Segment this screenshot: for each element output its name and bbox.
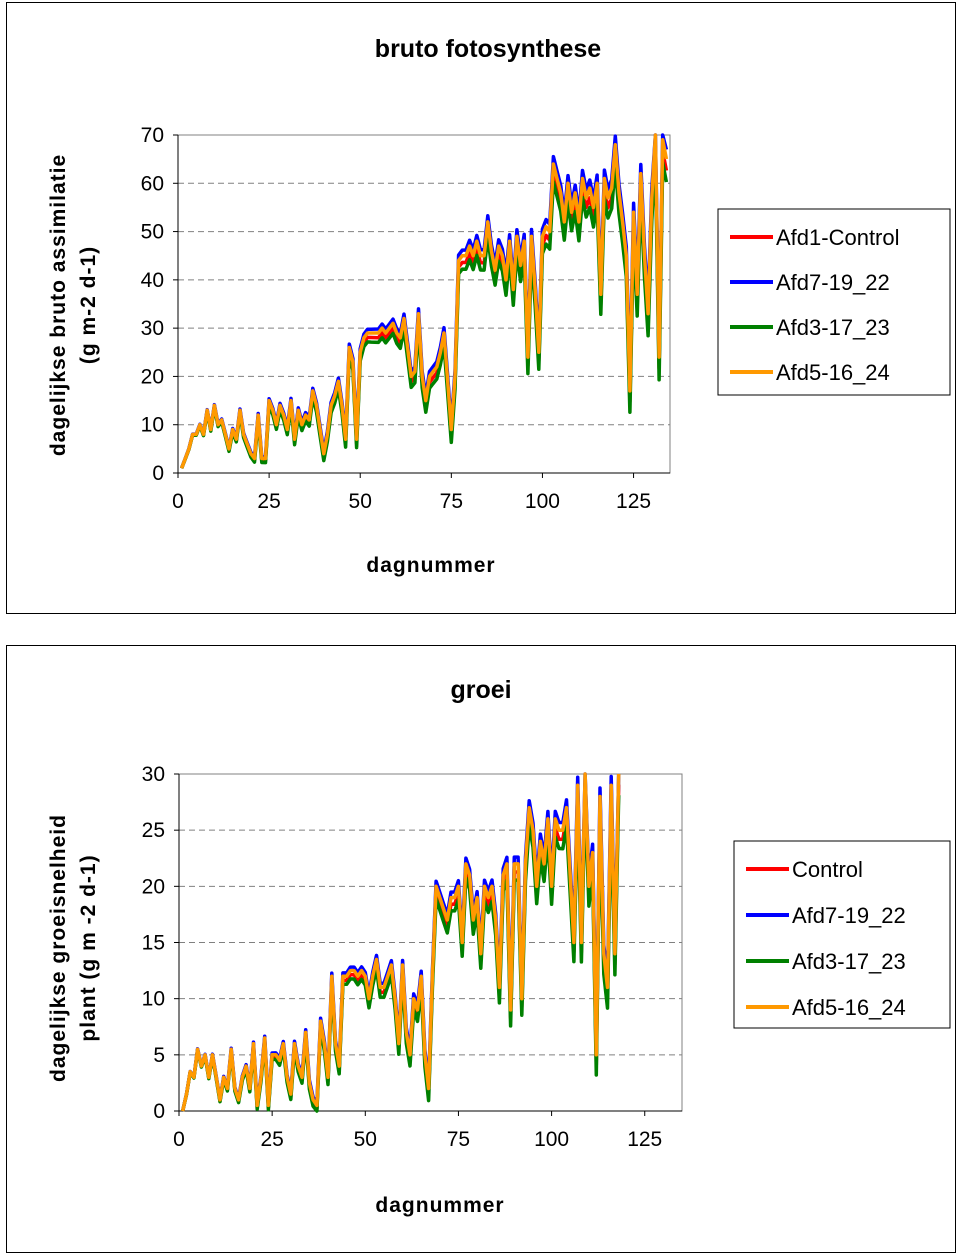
x-tick-label: 50 xyxy=(349,490,372,513)
chart-title: bruto fotosynthese xyxy=(375,35,601,63)
y-axis-label-line2: plant (g m -2 d-1) xyxy=(77,854,100,1041)
series-line-afd5-16_24 xyxy=(180,772,621,1112)
y-tick-label: 20 xyxy=(141,365,164,388)
y-tick-label: 0 xyxy=(153,1100,165,1123)
legend-label: Afd5-16_24 xyxy=(792,995,906,1020)
x-axis-label: dagnummer xyxy=(366,554,495,577)
y-tick-label: 0 xyxy=(152,462,164,485)
x-tick-label: 125 xyxy=(627,1128,662,1151)
x-tick-label: 100 xyxy=(534,1128,569,1151)
x-tick-label: 0 xyxy=(172,490,184,513)
chart-bruto-fotosynthese-svg: bruto fotosynthese dagnummer dagelijkse … xyxy=(47,35,951,577)
legend-label: Control xyxy=(792,857,863,882)
x-tick-label: 75 xyxy=(440,490,463,513)
chart-panel-bruto-fotosynthese: bruto fotosynthese dagnummer dagelijkse … xyxy=(6,2,956,614)
series-line-afd5-16_24 xyxy=(179,133,669,469)
x-tick-label: 0 xyxy=(173,1128,185,1151)
y-tick-label: 50 xyxy=(141,221,164,244)
y-axis-label-line1: dagelijkse groeisnelheid xyxy=(47,814,70,1082)
y-tick-label: 60 xyxy=(141,172,164,195)
legend-box xyxy=(733,840,951,1029)
chart-title: groei xyxy=(450,676,511,704)
legend-label: Afd7-19_22 xyxy=(792,903,906,928)
legend-label: Afd3-17_23 xyxy=(776,315,890,340)
y-tick-label: 70 xyxy=(141,124,164,147)
legend-box xyxy=(717,208,951,396)
y-tick-label: 40 xyxy=(141,269,164,292)
y-tick-label: 10 xyxy=(141,414,164,437)
x-tick-label: 125 xyxy=(616,490,651,513)
y-tick-label: 20 xyxy=(142,875,165,898)
legend-label: Afd7-19_22 xyxy=(776,270,890,295)
legend-label: Afd5-16_24 xyxy=(776,360,890,385)
y-tick-label: 5 xyxy=(153,1044,165,1067)
x-tick-label: 50 xyxy=(354,1128,377,1151)
x-tick-label: 100 xyxy=(525,490,560,513)
y-tick-label: 30 xyxy=(141,317,164,340)
y-tick-label: 30 xyxy=(142,763,165,786)
y-axis-label-line2: (g m-2 d-1) xyxy=(77,246,100,364)
x-tick-label: 75 xyxy=(447,1128,470,1151)
x-tick-label: 25 xyxy=(260,1128,283,1151)
chart-groei-svg: groei dagnummer dagelijkse groeisnelheid… xyxy=(47,676,951,1217)
chart-panel-groei: groei dagnummer dagelijkse groeisnelheid… xyxy=(6,645,956,1253)
y-tick-label: 10 xyxy=(142,988,165,1011)
x-tick-label: 25 xyxy=(257,490,280,513)
x-axis-label: dagnummer xyxy=(375,1194,504,1217)
legend-label: Afd3-17_23 xyxy=(792,949,906,974)
y-tick-label: 25 xyxy=(142,819,165,842)
legend-label: Afd1-Control xyxy=(776,225,900,250)
y-tick-label: 15 xyxy=(142,932,165,955)
y-axis-label-line1: dagelijkse bruto assimilatie xyxy=(47,154,70,456)
